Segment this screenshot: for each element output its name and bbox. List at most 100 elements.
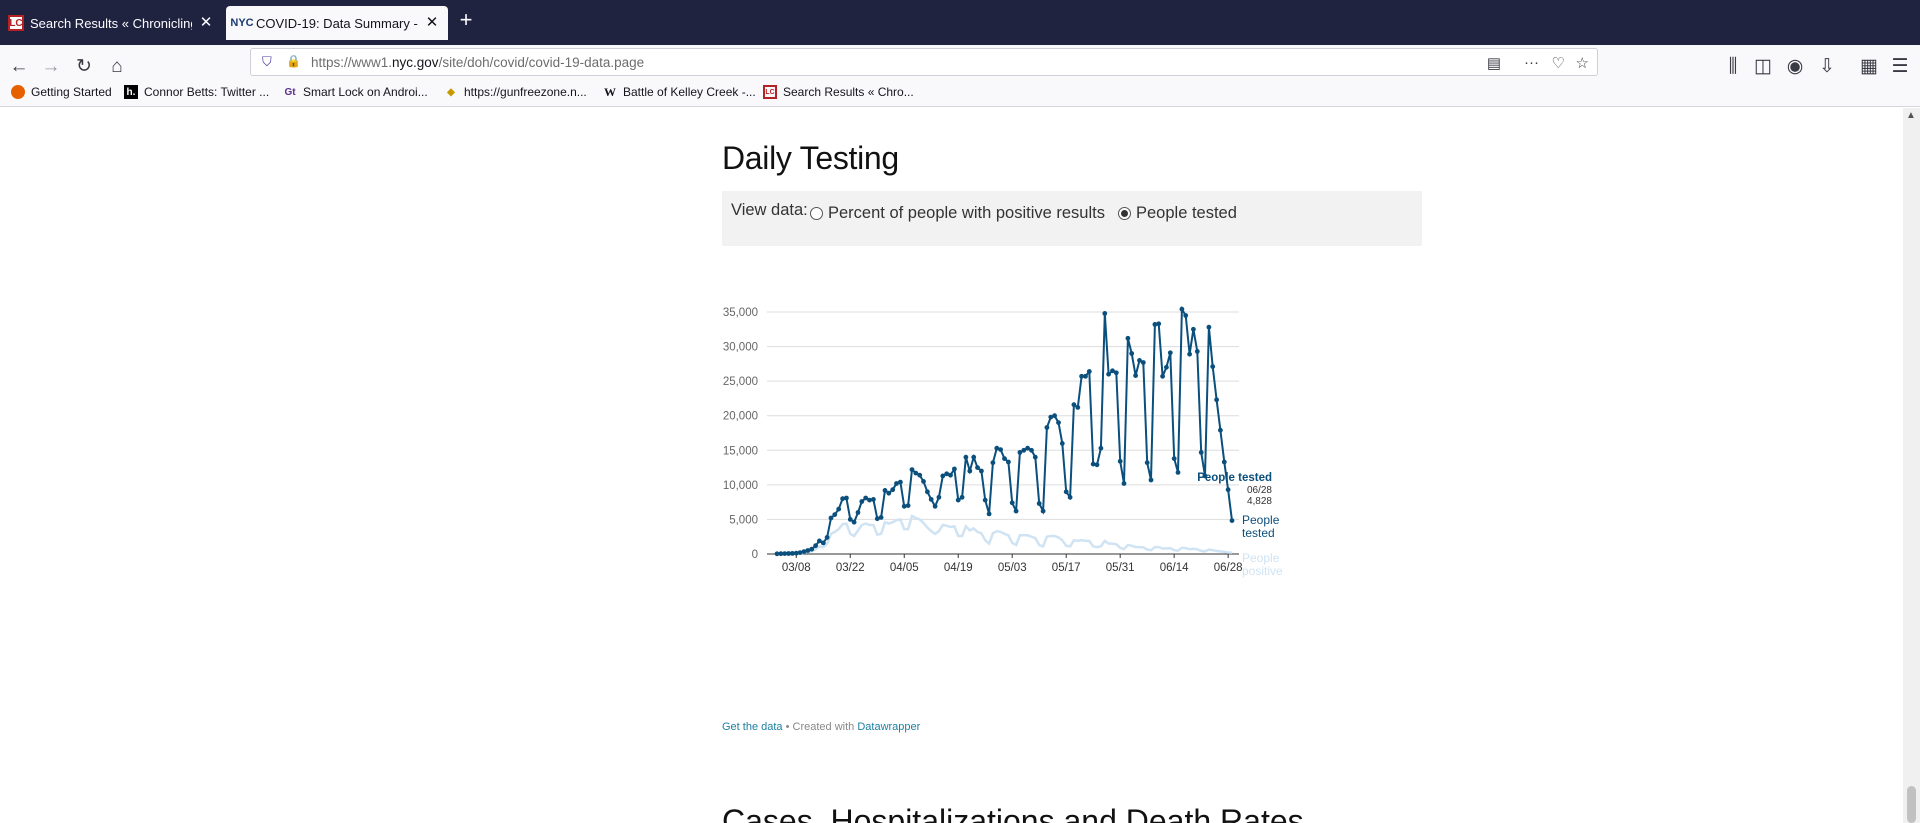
loc-icon: LC	[763, 85, 777, 99]
data-point	[824, 535, 830, 540]
data-point	[1044, 425, 1050, 430]
data-point	[1083, 373, 1088, 379]
data-point	[971, 454, 977, 460]
home-icon[interactable]: ⌂	[111, 56, 123, 77]
data-point	[1098, 445, 1104, 451]
data-point	[1179, 306, 1185, 312]
reader-view-icon[interactable]: ▤	[1486, 55, 1501, 72]
chart-credit: Get the data • Created with Datawrapper	[722, 721, 920, 733]
data-point	[1110, 368, 1115, 374]
library-icon[interactable]: ⫼	[1728, 56, 1738, 77]
data-point	[863, 495, 869, 501]
downloads-icon[interactable]: ⇩	[1819, 56, 1835, 77]
back-icon[interactable]: ←	[9, 56, 29, 77]
new-tab-icon[interactable]: +	[459, 7, 473, 32]
data-point	[1191, 326, 1196, 332]
bookmark-label: Getting Started	[31, 85, 112, 99]
page-actions-icon[interactable]: ···	[1524, 54, 1539, 71]
bookmarks-toolbar: Getting Started h. Connor Betts: Twitter…	[0, 80, 1920, 107]
forward-icon[interactable]: →	[41, 56, 61, 77]
sidebar-icon[interactable]: ◫	[1754, 56, 1772, 77]
data-point	[782, 551, 788, 556]
data-point	[882, 488, 888, 493]
extensions-icon[interactable]: ▦	[1860, 56, 1878, 77]
next-section-heading: Cases, Hospitalizations and Death Rates	[722, 803, 1304, 823]
data-point	[1210, 364, 1216, 369]
bookmark-getting-started[interactable]: Getting Started	[11, 85, 112, 99]
x-tick-label: 06/14	[1160, 562, 1189, 574]
data-point	[774, 551, 780, 557]
data-point	[1021, 447, 1027, 453]
data-point	[1140, 360, 1146, 365]
data-point	[1036, 501, 1042, 506]
tab-chronicling-america[interactable]: LC Search Results « Chronicling Ame ✕	[0, 8, 222, 38]
lock-icon[interactable]: 🔒	[286, 54, 301, 68]
page-content: Daily Testing View data: Percent of peop…	[0, 108, 1903, 823]
tracking-protection-icon[interactable]: ⛉	[262, 54, 272, 69]
data-point	[1029, 447, 1034, 453]
data-point	[851, 519, 857, 525]
page-title: Daily Testing	[722, 140, 899, 176]
data-point	[1198, 450, 1204, 455]
data-point	[855, 510, 861, 515]
data-point	[932, 503, 938, 509]
data-point	[898, 479, 903, 485]
data-point	[959, 494, 965, 500]
loc-favicon-icon: LC	[8, 15, 24, 31]
data-point	[909, 467, 915, 472]
data-point	[1183, 313, 1189, 318]
data-point	[1218, 427, 1223, 433]
data-point	[1113, 370, 1119, 376]
x-tick-label: 05/17	[1052, 562, 1081, 574]
tab-title: Search Results « Chronicling Ame	[30, 15, 192, 31]
data-point	[1063, 489, 1069, 495]
view-data-label: View data:	[731, 201, 808, 219]
data-point	[1079, 373, 1084, 379]
tooltip-date: 06/28	[1247, 485, 1272, 496]
data-point	[828, 515, 834, 521]
data-point	[1056, 420, 1061, 425]
data-point	[1006, 459, 1011, 465]
radio-unselected-icon[interactable]	[810, 207, 823, 220]
datawrapper-link[interactable]: Datawrapper	[857, 721, 921, 733]
close-tab-icon[interactable]: ✕	[199, 14, 213, 31]
account-icon[interactable]: ◉	[1786, 56, 1804, 77]
page-scrollbar[interactable]: ▲	[1903, 108, 1920, 823]
x-tick-label: 06/28	[1214, 562, 1243, 574]
data-point	[836, 506, 842, 512]
bookmark-kelley-creek[interactable]: W Battle of Kelley Creek -...	[603, 85, 756, 100]
tab-covid-data[interactable]: NYC COVID-19: Data Summary - NYC H ✕	[226, 6, 448, 40]
scroll-up-icon[interactable]: ▲	[1906, 110, 1916, 121]
series-line-people-tested	[776, 305, 1233, 555]
data-point	[936, 494, 942, 500]
scrollbar-thumb[interactable]	[1907, 786, 1916, 823]
y-tick-label: 20,000	[723, 411, 758, 423]
data-point	[917, 472, 923, 478]
data-point	[1194, 349, 1200, 354]
menu-icon[interactable]: ☰	[1891, 56, 1909, 77]
bookmark-connor-betts[interactable]: h. Connor Betts: Twitter ...	[124, 85, 269, 99]
data-point	[890, 487, 896, 493]
reload-icon[interactable]: ↻	[76, 56, 92, 77]
data-point	[867, 497, 872, 503]
radio-percent-positive[interactable]: Percent of people with positive results	[810, 204, 1105, 223]
radio-selected-icon[interactable]	[1118, 207, 1131, 220]
data-point	[786, 551, 791, 556]
radio-label: Percent of people with positive results	[828, 204, 1105, 222]
address-bar[interactable]: ⛉ 🔒 https://www1.nyc.gov/site/doh/covid/…	[250, 48, 1598, 76]
radio-people-tested[interactable]: People tested	[1118, 204, 1237, 223]
bookmark-smart-lock[interactable]: Gt Smart Lock on Androi...	[283, 85, 427, 99]
bookmark-gunfreezone[interactable]: ◆ https://gunfreezone.n...	[444, 85, 587, 99]
data-point	[793, 550, 799, 556]
series-end-label-people-tested: People	[1242, 513, 1280, 527]
close-tab-icon[interactable]: ✕	[425, 14, 439, 31]
get-the-data-link[interactable]: Get the data	[722, 721, 783, 733]
data-point	[1144, 460, 1150, 466]
url-text[interactable]: https://www1.nyc.gov/site/doh/covid/covi…	[311, 55, 645, 70]
bookmark-search-results[interactable]: LC Search Results « Chro...	[763, 85, 914, 99]
bookmark-star-icon[interactable]: ☆	[1575, 55, 1589, 72]
data-point	[1059, 441, 1065, 446]
data-point	[820, 540, 826, 546]
pocket-icon[interactable]: ♡	[1551, 55, 1565, 72]
data-point	[994, 445, 1000, 451]
